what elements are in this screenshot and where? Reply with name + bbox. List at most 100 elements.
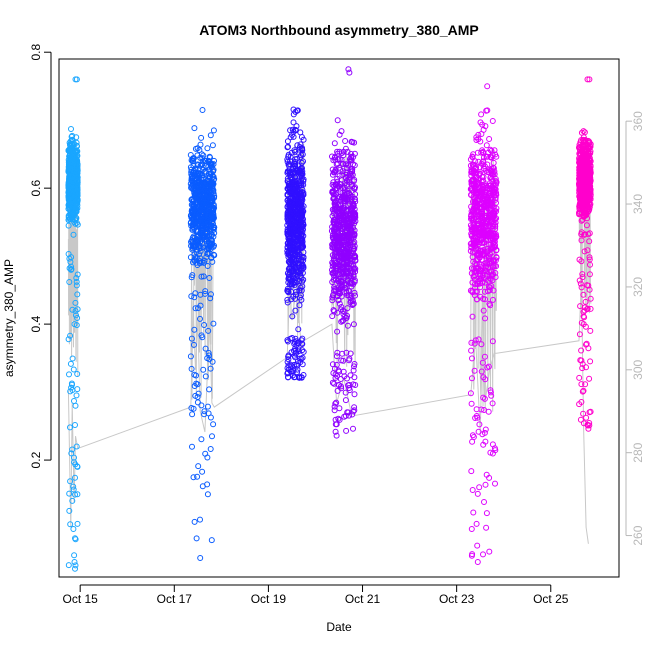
data-point bbox=[201, 411, 208, 418]
data-point bbox=[335, 221, 342, 227]
data-point bbox=[284, 228, 291, 235]
data-point bbox=[285, 356, 292, 363]
data-point bbox=[188, 293, 195, 300]
data-point bbox=[485, 363, 492, 370]
data-point bbox=[579, 152, 586, 159]
data-point bbox=[286, 212, 293, 219]
data-point bbox=[476, 484, 483, 491]
data-point bbox=[351, 289, 358, 296]
data-point bbox=[291, 179, 298, 186]
data-point bbox=[284, 144, 291, 151]
data-point bbox=[338, 318, 345, 325]
data-point bbox=[348, 157, 355, 164]
data-point bbox=[200, 273, 207, 280]
data-point bbox=[350, 367, 357, 374]
plot-frame bbox=[58, 58, 620, 578]
data-point bbox=[489, 232, 495, 239]
data-point bbox=[191, 209, 198, 216]
data-point bbox=[189, 158, 196, 165]
data-point bbox=[293, 123, 300, 130]
data-point bbox=[473, 257, 480, 264]
data-point bbox=[72, 535, 78, 542]
data-point bbox=[482, 376, 489, 383]
data-point bbox=[484, 161, 491, 168]
data-point bbox=[586, 76, 593, 83]
data-point bbox=[188, 175, 195, 182]
data-point bbox=[578, 156, 585, 163]
x-tick-label: Oct 19 bbox=[251, 592, 287, 606]
data-point bbox=[476, 421, 483, 428]
data-point bbox=[486, 548, 493, 555]
data-point bbox=[476, 171, 483, 178]
data-point bbox=[484, 202, 491, 209]
data-point bbox=[579, 365, 586, 372]
data-point bbox=[586, 254, 593, 261]
data-point bbox=[469, 438, 476, 445]
data-point bbox=[74, 291, 81, 298]
series-group bbox=[65, 76, 81, 572]
data-point bbox=[204, 145, 211, 152]
y2-tick-label: 280 bbox=[631, 442, 645, 462]
data-point bbox=[350, 262, 357, 269]
data-point bbox=[351, 404, 358, 411]
data-point bbox=[587, 295, 594, 302]
x-tick-label: Oct 25 bbox=[533, 592, 569, 606]
data-point bbox=[338, 293, 345, 300]
data-point bbox=[351, 150, 358, 157]
data-point bbox=[74, 371, 81, 377]
data-point bbox=[491, 445, 498, 452]
data-point bbox=[334, 293, 341, 300]
data-point bbox=[580, 420, 587, 427]
data-point bbox=[351, 239, 358, 246]
data-point bbox=[299, 212, 306, 219]
data-point bbox=[292, 238, 299, 245]
data-point bbox=[292, 108, 299, 115]
data-point bbox=[188, 157, 195, 164]
data-point bbox=[287, 225, 294, 231]
data-point bbox=[66, 148, 73, 155]
data-point bbox=[345, 215, 352, 222]
data-point bbox=[344, 243, 351, 250]
data-point bbox=[293, 247, 300, 254]
data-point bbox=[209, 142, 216, 149]
data-point bbox=[349, 302, 356, 308]
data-point bbox=[188, 212, 195, 219]
data-point bbox=[202, 233, 208, 240]
data-point bbox=[342, 397, 349, 404]
data-point bbox=[479, 248, 486, 255]
data-point bbox=[298, 374, 305, 381]
data-point bbox=[342, 145, 349, 152]
data-point bbox=[580, 291, 587, 298]
data-point bbox=[489, 277, 496, 284]
data-point bbox=[339, 230, 345, 237]
data-point bbox=[480, 551, 486, 558]
data-point bbox=[577, 200, 584, 207]
data-point bbox=[288, 241, 295, 248]
data-point bbox=[491, 244, 498, 251]
data-point bbox=[338, 235, 344, 242]
data-point bbox=[68, 254, 75, 261]
data-point bbox=[578, 399, 585, 405]
data-point bbox=[299, 145, 306, 152]
data-point bbox=[583, 222, 590, 229]
data-point bbox=[580, 410, 587, 417]
data-point bbox=[207, 414, 214, 421]
data-point bbox=[71, 559, 78, 565]
data-point bbox=[299, 283, 306, 290]
data-point bbox=[484, 107, 491, 114]
data-point bbox=[208, 164, 215, 171]
data-point bbox=[485, 231, 491, 238]
data-point bbox=[66, 265, 73, 272]
data-point bbox=[290, 119, 297, 126]
data-point bbox=[467, 156, 474, 163]
data-point bbox=[339, 350, 346, 357]
data-point bbox=[70, 483, 77, 490]
data-point bbox=[334, 246, 341, 252]
series-group bbox=[328, 66, 359, 439]
data-point bbox=[209, 232, 215, 238]
data-point bbox=[343, 177, 350, 184]
data-point bbox=[587, 143, 594, 150]
data-point bbox=[74, 184, 81, 191]
data-point bbox=[199, 158, 206, 165]
data-point bbox=[346, 355, 353, 362]
